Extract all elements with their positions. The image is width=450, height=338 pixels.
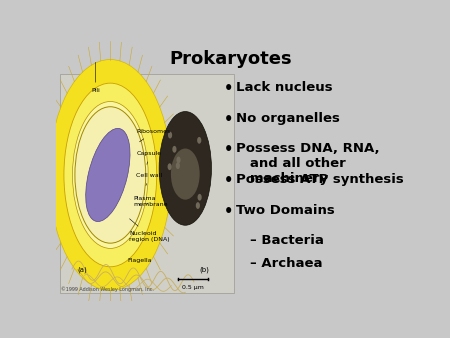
Text: Capsule: Capsule bbox=[136, 151, 162, 165]
Text: •: • bbox=[224, 142, 233, 157]
Ellipse shape bbox=[197, 137, 201, 144]
Ellipse shape bbox=[171, 148, 200, 200]
Text: – Archaea: – Archaea bbox=[250, 257, 322, 270]
Text: No organelles: No organelles bbox=[236, 112, 340, 125]
Text: Ribosomes: Ribosomes bbox=[136, 129, 171, 142]
Text: (b): (b) bbox=[199, 266, 209, 273]
Text: Cell wall: Cell wall bbox=[136, 173, 163, 186]
Ellipse shape bbox=[172, 146, 176, 153]
Ellipse shape bbox=[86, 128, 130, 221]
Text: Plasma
membrane: Plasma membrane bbox=[133, 196, 167, 207]
Text: Flagella: Flagella bbox=[128, 259, 152, 263]
Text: Possess ATP synthesis: Possess ATP synthesis bbox=[236, 173, 404, 186]
FancyBboxPatch shape bbox=[60, 74, 234, 293]
Text: Nucleoid
region (DNA): Nucleoid region (DNA) bbox=[130, 219, 170, 242]
Text: 0.5 μm: 0.5 μm bbox=[182, 285, 204, 290]
Ellipse shape bbox=[167, 163, 172, 170]
Ellipse shape bbox=[75, 107, 146, 243]
Text: (a): (a) bbox=[77, 266, 87, 273]
Ellipse shape bbox=[176, 162, 180, 169]
Text: •: • bbox=[224, 81, 233, 96]
Ellipse shape bbox=[64, 83, 157, 267]
Text: •: • bbox=[224, 112, 233, 127]
Ellipse shape bbox=[198, 194, 202, 201]
Ellipse shape bbox=[159, 112, 211, 225]
Text: Lack nucleus: Lack nucleus bbox=[236, 81, 333, 94]
Text: Pili: Pili bbox=[91, 62, 100, 93]
Ellipse shape bbox=[50, 59, 171, 290]
Text: Prokaryotes: Prokaryotes bbox=[169, 50, 292, 68]
Text: •: • bbox=[224, 204, 233, 219]
Text: Two Domains: Two Domains bbox=[236, 204, 335, 217]
Ellipse shape bbox=[196, 202, 200, 209]
Text: •: • bbox=[224, 173, 233, 188]
Ellipse shape bbox=[72, 101, 148, 248]
Text: – Bacteria: – Bacteria bbox=[250, 235, 324, 247]
Ellipse shape bbox=[176, 156, 180, 163]
Text: ©1999 Addison Wesley Longman, Inc.: ©1999 Addison Wesley Longman, Inc. bbox=[61, 286, 153, 292]
Ellipse shape bbox=[168, 132, 172, 139]
Text: Possess DNA, RNA,
   and all other
   machinery: Possess DNA, RNA, and all other machiner… bbox=[236, 142, 379, 185]
